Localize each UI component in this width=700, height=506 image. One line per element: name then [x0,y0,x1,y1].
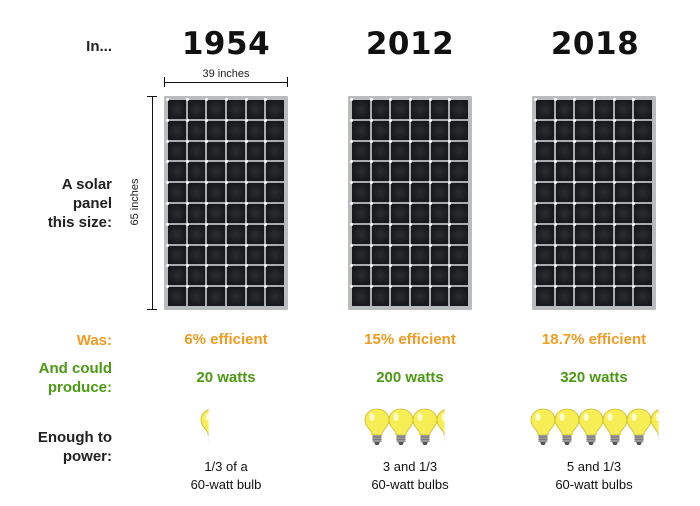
light-bulb-icon [554,408,580,445]
partial-light-bulb-icon [436,409,445,442]
year-2018: 2018 [550,26,640,62]
produce-label-line2: produce: [47,379,112,396]
light-bulb-icon [530,408,556,445]
in-label: In... [86,38,112,55]
was-label: Was: [76,332,112,349]
watts-1954: 20 watts [196,369,256,386]
bulbs-note-1954: 1/3 of a 60-watt bulb [136,458,316,494]
light-bulb-icon [626,408,652,445]
width-dimension-line [164,77,288,87]
solar-panel-2012 [348,96,472,310]
power-label-line2: power: [62,448,112,465]
light-bulb-icon [602,408,628,445]
efficiency-2018: 18.7% efficient [541,331,647,348]
solar-panel-icon [534,98,652,306]
solar-panel-icon [350,98,468,306]
panel-size-label-line2: panel [72,195,112,212]
efficiency-1954: 6% efficient [184,331,268,348]
light-bulb-icon [364,408,390,445]
bulbs-note-2018-line2: 60-watt bulbs [555,477,633,492]
bulbs-2012 [364,408,464,448]
bulbs-note-2012-line2: 60-watt bulbs [371,477,449,492]
produce-label-line1: And could [38,360,112,377]
partial-light-bulb-icon [650,409,659,442]
efficiency-2012: 15% efficient [364,331,456,348]
panel-size-label-line1: A solar [61,176,112,193]
watts-2018: 320 watts [560,369,628,386]
bulbs-note-2018: 5 and 1/3 60-watt bulbs [504,458,684,494]
solar-panel-2018 [532,96,656,310]
height-dimension-label: 65 inches [129,178,141,226]
height-dimension-line [147,96,157,310]
power-label: Enough to power: [38,428,112,466]
bulbs-note-1954-line1: 1/3 of a [204,459,248,474]
watts-2012: 200 watts [376,369,444,386]
light-bulb-icon [412,408,438,445]
bulbs-note-2018-line1: 5 and 1/3 [566,459,622,474]
solar-panel-icon [166,98,284,306]
light-bulb-icon [388,408,414,445]
width-dimension-label: 39 inches [202,68,250,80]
year-2012: 2012 [365,26,455,62]
power-label-line1: Enough to [37,429,112,446]
partial-light-bulb-icon [200,409,209,442]
solar-panel-1954 [164,96,288,310]
year-1954: 1954 [181,26,271,62]
panel-size-label: A solar panel this size: [48,175,112,232]
bulbs-2018 [530,408,670,448]
bulbs-1954 [200,408,240,448]
bulbs-note-2012-line1: 3 and 1/3 [382,459,438,474]
light-bulb-icon [578,408,604,445]
produce-label: And could produce: [39,359,112,397]
bulbs-note-2012: 3 and 1/3 60-watt bulbs [320,458,500,494]
bulbs-note-1954-line2: 60-watt bulb [190,477,262,492]
panel-size-label-line3: this size: [47,214,112,231]
